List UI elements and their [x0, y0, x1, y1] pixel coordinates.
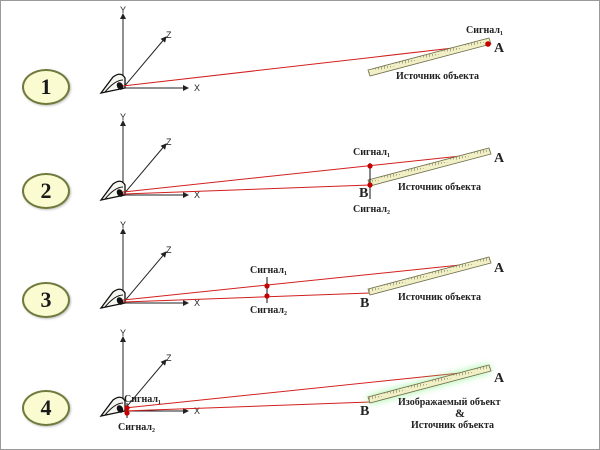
panel-3: Y Z X Сигнал₁ Сигнал₂ B A Источник объе [99, 220, 505, 316]
axis-y-label: Y [120, 220, 126, 230]
eye-icon [99, 288, 126, 309]
point-b-label: B [359, 186, 368, 201]
axis-x-label: X [194, 406, 200, 416]
panel-4: Y Z X Сигнал₁ Сигнал₂ B [99, 328, 505, 433]
signal2-point [367, 182, 373, 188]
signal2-point [264, 293, 270, 299]
ray-to-a [122, 152, 490, 193]
axis-z-label: Z [166, 353, 172, 363]
signal-ray [122, 43, 489, 87]
axis-z-label: Z [166, 137, 172, 147]
signal2-label: Сигнал₂ [353, 204, 390, 215]
coordinate-axes: Y Z X [120, 5, 200, 93]
axis-x-label: X [194, 83, 200, 93]
object-ruler [367, 364, 492, 404]
eye-icon [99, 73, 126, 94]
object-ruler [367, 37, 492, 77]
point-a-label: A [494, 261, 505, 276]
axis-x-label: X [194, 298, 200, 308]
panel-2: Y Z X Сигнал₁ Сигнал₂ B A Источник объе [99, 112, 505, 215]
axis-z-label: Z [166, 30, 172, 40]
source-label: Источник объекта [396, 71, 479, 82]
ray-to-a [122, 261, 490, 301]
signal1-label: Сигнал₁ [353, 147, 390, 158]
ray-to-b [122, 184, 371, 195]
step-3-badge: 3 [22, 282, 70, 318]
eye-icon [99, 180, 126, 201]
step-2-badge: 2 [22, 173, 70, 209]
object-ruler [367, 256, 492, 296]
axis-y-label: Y [120, 112, 126, 122]
axis-z-label: Z [166, 245, 172, 255]
signal2-point [124, 410, 130, 416]
axis-x-label: X [194, 190, 200, 200]
step-4-badge: 4 [22, 390, 70, 426]
ray-to-a [124, 369, 490, 409]
ray-to-b [122, 292, 371, 303]
signal1-label: Сигнал₁ [466, 25, 503, 36]
axis-y-label: Y [120, 328, 126, 338]
signal2-label: Сигнал₂ [118, 422, 155, 433]
point-b-label: B [360, 296, 369, 311]
point-a-label: A [494, 41, 505, 56]
coordinate-axes: Y Z X [120, 220, 200, 308]
step-1-badge: 1 [22, 69, 70, 105]
source-label: Источник объекта [398, 292, 481, 303]
signal1-label: Сигнал₁ [124, 394, 161, 405]
point-a-label: A [494, 371, 505, 386]
ray-to-b [124, 401, 371, 412]
signal1-point [367, 163, 373, 169]
eye-icon [99, 396, 126, 417]
panel-1: Y Z X Сигнал₁ A Источник объекта [99, 5, 505, 94]
signal1-point [124, 405, 130, 411]
source-label: Источник объекта [398, 182, 481, 193]
signal-point-a [485, 41, 491, 47]
signal1-label: Сигнал₁ [250, 265, 287, 276]
axis-y-label: Y [120, 5, 126, 15]
coordinate-axes: Y Z X [120, 112, 200, 200]
signal2-label: Сигнал₂ [250, 305, 287, 316]
source-label: Источник объекта [411, 420, 494, 431]
point-b-label: B [360, 404, 369, 419]
point-a-label: A [494, 151, 505, 166]
signal1-point [264, 283, 270, 289]
imaged-object-label: Изображаемый объект [398, 397, 501, 408]
ampersand-label: & [455, 406, 465, 420]
